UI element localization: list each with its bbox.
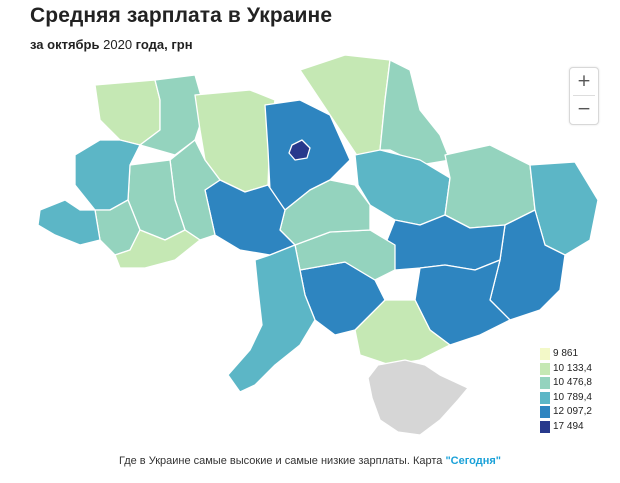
subtitle-prefix: за октябрь bbox=[30, 37, 100, 52]
caption-text: Где в Украине самые высокие и самые низк… bbox=[118, 455, 443, 467]
map-caption: Где в Украине самые высокие и самые низк… bbox=[0, 455, 620, 467]
legend-label: 10 789,4 bbox=[553, 391, 592, 403]
region-lviv[interactable] bbox=[74, 139, 141, 211]
region-kyiv-city[interactable] bbox=[288, 139, 311, 161]
region-sumy[interactable] bbox=[379, 59, 451, 166]
legend-item: 10 133,4 bbox=[540, 362, 592, 377]
legend-item: 10 476,8 bbox=[540, 376, 592, 391]
subtitle-suffix: года, грн bbox=[135, 37, 193, 52]
legend-item: 10 789,4 bbox=[540, 391, 592, 406]
legend-swatch bbox=[540, 391, 550, 404]
region-rivne[interactable] bbox=[139, 74, 206, 156]
region-vinnytsia[interactable] bbox=[204, 179, 296, 256]
legend-swatch bbox=[540, 377, 550, 390]
region-kherson[interactable] bbox=[354, 299, 451, 366]
legend-item: 17 494 bbox=[540, 420, 592, 435]
legend-label: 12 097,2 bbox=[553, 406, 592, 418]
legend-swatch bbox=[540, 362, 550, 375]
legend-label: 10 133,4 bbox=[553, 362, 592, 374]
region-odesa[interactable] bbox=[227, 244, 316, 393]
legend-swatch bbox=[540, 348, 550, 361]
legend-label: 9 861 bbox=[553, 348, 579, 360]
ukraine-salary-map bbox=[37, 54, 599, 436]
legend-swatch bbox=[540, 420, 550, 433]
legend-item: 9 861 bbox=[540, 347, 592, 362]
region-zakarpattia[interactable] bbox=[37, 199, 101, 246]
region-chernivtsi[interactable] bbox=[114, 229, 201, 269]
zoom-divider bbox=[573, 95, 595, 96]
legend-item: 12 097,2 bbox=[540, 405, 592, 420]
subtitle-year: 2020 bbox=[103, 37, 133, 52]
zoom-out-button[interactable]: − bbox=[570, 96, 598, 123]
legend-swatch bbox=[540, 406, 550, 419]
legend-label: 10 476,8 bbox=[553, 377, 592, 389]
page-title: Средняя зарплата в Украине bbox=[30, 4, 333, 27]
zoom-in-button[interactable]: + bbox=[570, 68, 598, 95]
region-kharkiv[interactable] bbox=[444, 144, 536, 229]
region-crimea bbox=[367, 359, 469, 436]
region-volyn[interactable] bbox=[94, 79, 161, 146]
legend: 9 861 10 133,4 10 476,8 10 789,4 12 097,… bbox=[540, 347, 592, 434]
legend-label: 17 494 bbox=[553, 420, 584, 432]
zoom-control: + − bbox=[569, 67, 599, 125]
page-subtitle: за октябрь 2020 года, грн bbox=[30, 37, 193, 52]
caption-link[interactable]: "Сегодня" bbox=[445, 455, 502, 467]
